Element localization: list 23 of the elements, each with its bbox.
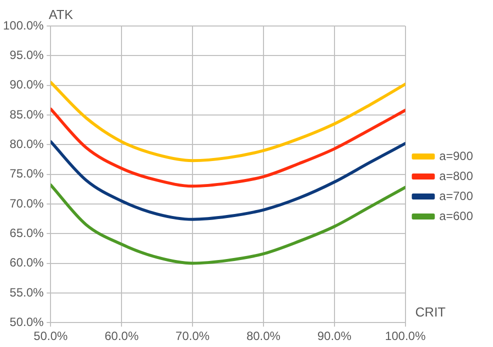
- x-tick-label: 90.0%: [317, 329, 352, 344]
- y-tick-label: 80.0%: [10, 136, 44, 151]
- y-tick-label: 85.0%: [10, 107, 44, 122]
- x-tick-label: 50.0%: [34, 329, 68, 344]
- y-tick-label: 95.0%: [10, 48, 44, 62]
- y-tick-label: 60.0%: [10, 256, 44, 270]
- y-tick-label: 55.0%: [10, 285, 44, 300]
- y-tick-label: 70.0%: [10, 196, 44, 210]
- x-tick-label: 60.0%: [104, 329, 139, 344]
- y-tick-label: 50.0%: [10, 314, 44, 329]
- y-axis-title: ATK: [48, 7, 74, 22]
- legend-label: a=900: [439, 148, 474, 163]
- y-tick-label: 100.0%: [2, 18, 44, 32]
- x-axis-title: CRIT: [415, 304, 446, 320]
- legend-label: a=800: [439, 168, 474, 183]
- y-tick-label: 75.0%: [10, 166, 44, 181]
- x-tick-label: 80.0%: [246, 329, 281, 344]
- x-tick-label: 70.0%: [176, 329, 210, 344]
- legend-label: a=700: [439, 188, 474, 203]
- legend-label: a=600: [439, 208, 474, 223]
- x-tick-label: 100.0%: [384, 329, 426, 344]
- y-tick-label: 90.0%: [10, 78, 44, 92]
- y-tick-label: 65.0%: [10, 226, 44, 240]
